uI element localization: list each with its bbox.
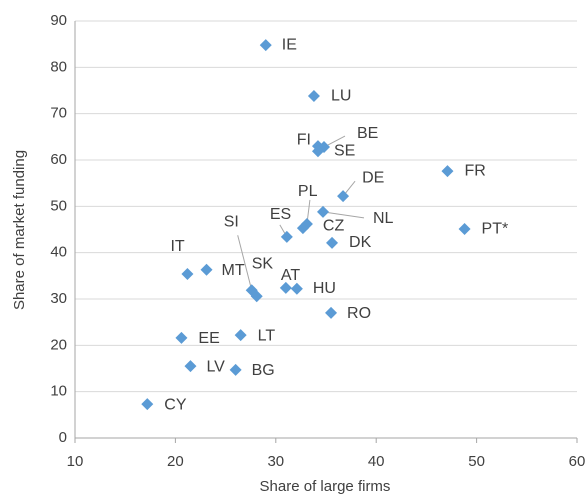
point-label: LU bbox=[331, 87, 351, 104]
point-label: PT* bbox=[482, 220, 509, 237]
y-tick-label: 0 bbox=[59, 429, 67, 446]
point bbox=[250, 290, 263, 303]
x-tick-label: 30 bbox=[267, 453, 284, 470]
point bbox=[181, 267, 194, 280]
point bbox=[441, 165, 454, 178]
point-label: SI bbox=[224, 213, 239, 230]
point-label: EE bbox=[198, 330, 219, 347]
point-label: LV bbox=[206, 358, 225, 375]
point bbox=[325, 306, 338, 319]
y-tick-label: 60 bbox=[50, 151, 67, 168]
point-label: SE bbox=[334, 142, 355, 159]
point bbox=[326, 236, 339, 249]
y-tick-label: 50 bbox=[50, 197, 67, 214]
point-label: CY bbox=[164, 396, 187, 413]
y-tick-label: 70 bbox=[50, 105, 67, 122]
point-label: FR bbox=[464, 162, 485, 179]
point-label: LT bbox=[258, 327, 276, 344]
point bbox=[229, 363, 242, 376]
point-label: CZ bbox=[323, 217, 345, 234]
point-label: RO bbox=[347, 305, 371, 322]
point-label: PL bbox=[298, 183, 318, 200]
y-tick-label: 20 bbox=[50, 336, 67, 353]
x-tick-label: 60 bbox=[569, 453, 586, 470]
point-label: DK bbox=[349, 234, 372, 251]
x-tick-label: 50 bbox=[468, 453, 485, 470]
point bbox=[279, 281, 292, 294]
point bbox=[245, 284, 258, 297]
point-label: BE bbox=[357, 125, 378, 142]
point-label: ES bbox=[270, 206, 291, 223]
leader-line bbox=[237, 235, 253, 291]
point bbox=[141, 398, 154, 411]
point-label: FI bbox=[297, 131, 311, 148]
point bbox=[280, 230, 293, 243]
leader-line bbox=[322, 211, 365, 219]
y-tick-label: 90 bbox=[50, 12, 67, 29]
point bbox=[296, 222, 309, 235]
y-tick-label: 10 bbox=[50, 383, 67, 400]
y-tick-label: 40 bbox=[50, 244, 67, 261]
x-axis-title: Share of large firms bbox=[260, 478, 391, 495]
point-label: MT bbox=[222, 262, 245, 279]
x-tick-label: 20 bbox=[167, 453, 184, 470]
point bbox=[234, 329, 247, 342]
point-label: AT bbox=[281, 267, 300, 284]
y-tick-label: 30 bbox=[50, 290, 67, 307]
point-label: NL bbox=[373, 210, 394, 227]
point-label: HU bbox=[313, 280, 336, 297]
x-tick-label: 10 bbox=[67, 453, 84, 470]
point bbox=[175, 331, 188, 344]
point bbox=[259, 39, 272, 52]
y-tick-label: 80 bbox=[50, 58, 67, 75]
point-label: SK bbox=[252, 255, 274, 272]
x-tick-label: 40 bbox=[368, 453, 385, 470]
point bbox=[458, 223, 471, 236]
point bbox=[316, 205, 329, 218]
y-axis-title: Share of market funding bbox=[11, 150, 28, 310]
point bbox=[200, 263, 213, 276]
point bbox=[337, 190, 350, 203]
point-label: BG bbox=[252, 362, 275, 379]
point-label: DE bbox=[362, 169, 384, 186]
point bbox=[290, 282, 303, 295]
point bbox=[307, 90, 320, 103]
point bbox=[311, 145, 324, 158]
point-label: IT bbox=[170, 238, 184, 255]
point-label: IE bbox=[282, 36, 297, 53]
point bbox=[184, 360, 197, 373]
